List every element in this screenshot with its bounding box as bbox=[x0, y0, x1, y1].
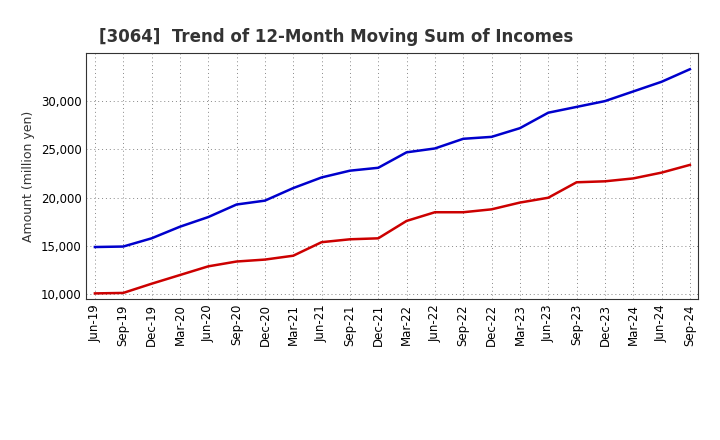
Net Income bbox=[204, 264, 212, 269]
Ordinary Income bbox=[572, 104, 581, 110]
Net Income bbox=[629, 176, 637, 181]
Y-axis label: Amount (million yen): Amount (million yen) bbox=[22, 110, 35, 242]
Net Income bbox=[431, 209, 439, 215]
Net Income bbox=[459, 209, 467, 215]
Ordinary Income bbox=[516, 125, 524, 131]
Line: Net Income: Net Income bbox=[95, 165, 690, 293]
Ordinary Income bbox=[544, 110, 552, 115]
Ordinary Income bbox=[685, 66, 694, 72]
Ordinary Income bbox=[318, 175, 326, 180]
Net Income bbox=[261, 257, 269, 262]
Ordinary Income bbox=[487, 134, 496, 139]
Ordinary Income bbox=[657, 79, 666, 84]
Ordinary Income bbox=[91, 244, 99, 249]
Ordinary Income bbox=[629, 89, 637, 94]
Net Income bbox=[289, 253, 297, 258]
Net Income bbox=[176, 272, 184, 278]
Net Income bbox=[91, 291, 99, 296]
Net Income bbox=[487, 207, 496, 212]
Ordinary Income bbox=[402, 150, 411, 155]
Net Income bbox=[516, 200, 524, 205]
Ordinary Income bbox=[459, 136, 467, 141]
Ordinary Income bbox=[600, 99, 609, 104]
Line: Ordinary Income: Ordinary Income bbox=[95, 69, 690, 247]
Net Income bbox=[600, 179, 609, 184]
Ordinary Income bbox=[148, 236, 156, 241]
Net Income bbox=[346, 237, 354, 242]
Ordinary Income bbox=[374, 165, 382, 170]
Net Income bbox=[544, 195, 552, 200]
Ordinary Income bbox=[233, 202, 241, 207]
Ordinary Income bbox=[204, 214, 212, 220]
Net Income bbox=[233, 259, 241, 264]
Ordinary Income bbox=[346, 168, 354, 173]
Ordinary Income bbox=[431, 146, 439, 151]
Net Income bbox=[685, 162, 694, 168]
Ordinary Income bbox=[289, 185, 297, 191]
Ordinary Income bbox=[119, 244, 127, 249]
Net Income bbox=[148, 281, 156, 286]
Text: [3064]  Trend of 12-Month Moving Sum of Incomes: [3064] Trend of 12-Month Moving Sum of I… bbox=[99, 28, 573, 46]
Ordinary Income bbox=[176, 224, 184, 229]
Net Income bbox=[119, 290, 127, 296]
Net Income bbox=[572, 180, 581, 185]
Net Income bbox=[402, 218, 411, 224]
Net Income bbox=[318, 239, 326, 245]
Ordinary Income bbox=[261, 198, 269, 203]
Net Income bbox=[374, 236, 382, 241]
Net Income bbox=[657, 170, 666, 175]
